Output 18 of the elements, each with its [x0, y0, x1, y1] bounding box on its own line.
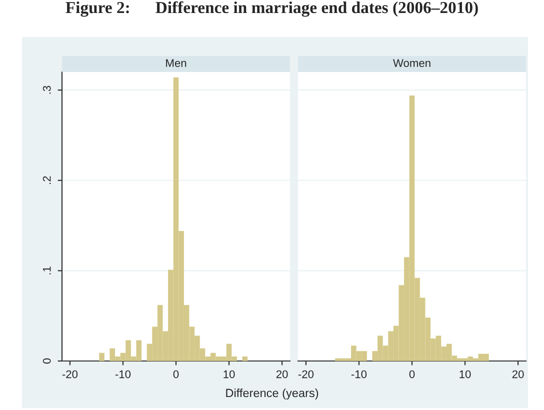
x-tick-label: -20 — [298, 370, 314, 378]
x-tick-label: 0 — [173, 370, 179, 378]
x-tick-label: -10 — [115, 370, 131, 378]
x-tick-label: 20 — [276, 370, 288, 378]
caption: Figure 2: Difference in marriage end dates (2006–2010) — [66, 1, 478, 17]
y-tick-label: 0 — [42, 358, 51, 364]
x-tick-label: 10 — [224, 370, 235, 378]
x-tick-label: 0 — [409, 370, 415, 378]
x-tick-label: 10 — [460, 370, 471, 378]
x-axis-title: Difference (years) — [226, 388, 318, 400]
chart-title: Men — [166, 59, 186, 67]
x-tick-label: -20 — [62, 370, 78, 378]
y-tick-label: .3 — [42, 86, 51, 94]
x-tick-label: 20 — [512, 370, 524, 378]
y-tick-label: .2 — [42, 176, 51, 184]
x-tick-label: -10 — [351, 370, 367, 378]
chart-title: Women — [393, 59, 430, 67]
y-tick-label: .1 — [43, 266, 51, 274]
